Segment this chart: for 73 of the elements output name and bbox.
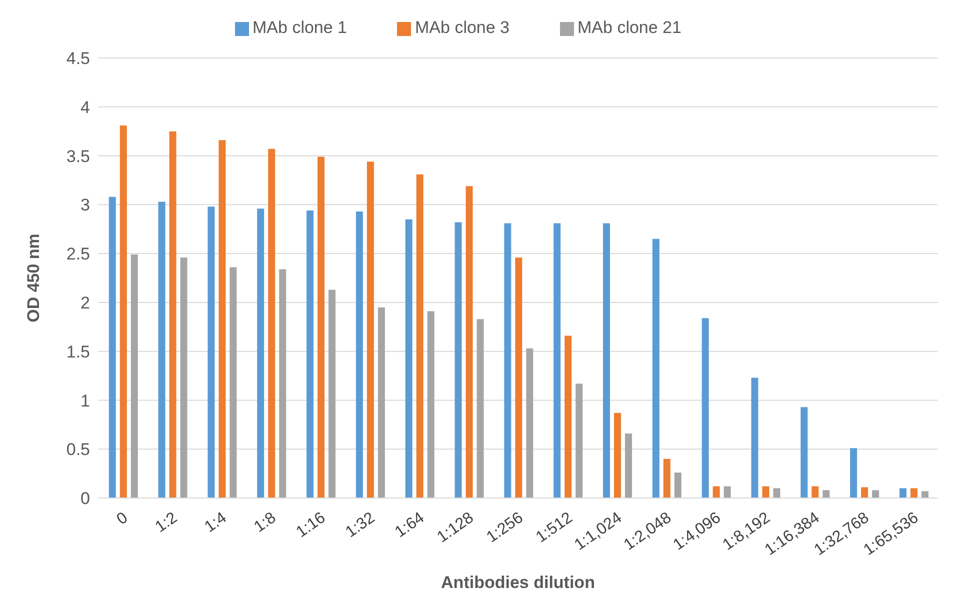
- bar: [564, 336, 572, 498]
- bar: [751, 378, 758, 498]
- bar: [872, 490, 880, 498]
- y-tick-label: 4: [80, 98, 90, 117]
- bar: [405, 219, 412, 498]
- bar: [773, 488, 780, 498]
- x-tick-label: 1:32: [342, 509, 378, 542]
- bar: [279, 269, 286, 498]
- x-axis-title: Antibodies dilution: [441, 573, 595, 592]
- y-tick-label: 0: [80, 489, 90, 508]
- bar: [921, 491, 928, 498]
- y-tick-label: 3.5: [66, 146, 90, 166]
- bar: [218, 140, 226, 498]
- bar: [108, 196, 116, 498]
- x-tick-label: 1:8: [251, 509, 280, 536]
- bar: [476, 319, 484, 498]
- bar: [712, 486, 720, 498]
- x-tick-label: 1:64: [392, 509, 428, 542]
- bar: [130, 254, 138, 498]
- bar: [466, 186, 473, 498]
- bar: [899, 488, 906, 498]
- legend-label: MAb clone 21: [578, 18, 682, 37]
- bar: [624, 433, 632, 498]
- bar: [822, 490, 830, 498]
- y-tick-label: 1.5: [66, 342, 90, 362]
- y-axis-title: OD 450 nm: [24, 234, 44, 322]
- bar: [306, 210, 314, 498]
- y-tick-label: 0.5: [66, 440, 90, 460]
- bar: [812, 486, 819, 498]
- bar: [762, 486, 770, 498]
- bar: [180, 257, 188, 498]
- bar: [724, 486, 731, 498]
- bar: [454, 222, 462, 498]
- bar: [169, 131, 176, 498]
- bar: [504, 223, 512, 498]
- bar: [328, 290, 336, 498]
- x-tick-label: 0: [114, 509, 132, 528]
- bar: [614, 412, 621, 498]
- bar: [652, 238, 660, 498]
- bar: [526, 348, 534, 498]
- bar: [576, 384, 583, 498]
- y-tick-label: 4.5: [66, 49, 90, 68]
- bar: [416, 174, 424, 498]
- y-tick-label: 3: [80, 196, 90, 215]
- bar: [230, 267, 237, 498]
- bar: [515, 257, 522, 498]
- x-tick-label: 1:16: [293, 509, 329, 542]
- bar: [366, 162, 374, 498]
- bar: [910, 488, 918, 498]
- bar: [356, 212, 363, 498]
- bar: [268, 148, 276, 498]
- y-tick-label: 1: [80, 391, 90, 410]
- bar: [158, 202, 166, 498]
- bar: [378, 307, 385, 498]
- bar: [850, 448, 858, 498]
- bar: [702, 318, 709, 498]
- legend-label: MAb clone 1: [252, 18, 348, 37]
- y-tick-label: 2: [80, 293, 90, 312]
- bar: [208, 206, 215, 498]
- bar: [427, 311, 434, 498]
- legend-label: MAb clone 3: [415, 18, 510, 37]
- bar: [663, 458, 670, 498]
- bar: [800, 407, 808, 498]
- x-tick-label: 1:4: [202, 509, 230, 536]
- bar: [120, 125, 127, 498]
- bar: [674, 472, 682, 498]
- bar: [554, 223, 561, 498]
- bar: [602, 223, 610, 498]
- bar: [318, 156, 325, 498]
- x-tick-label: 1:2: [152, 509, 180, 536]
- bar: [257, 208, 264, 498]
- bar: [861, 487, 868, 498]
- y-tick-label: 2.5: [66, 244, 90, 264]
